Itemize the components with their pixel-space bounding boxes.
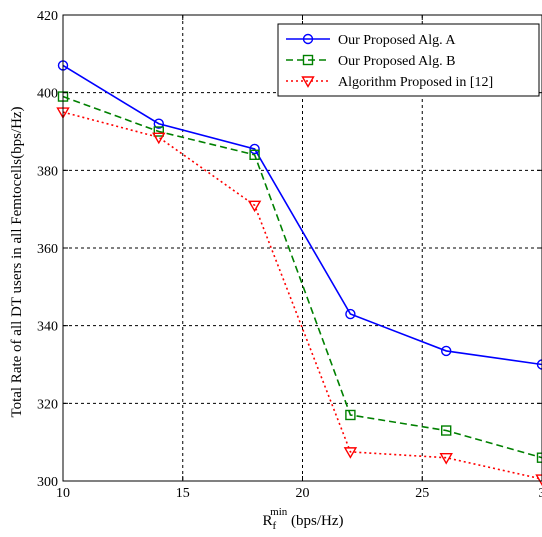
legend-marker (302, 33, 314, 45)
grid-lines (63, 15, 542, 481)
data-point-marker (345, 409, 356, 421)
y-tick-label: 320 (37, 397, 58, 412)
data-point-marker (153, 118, 165, 129)
y-tick-label: 300 (37, 475, 58, 490)
x-axis-label: Rf min (bps/Hz) (262, 506, 343, 532)
x-axis-label-subscript: f (272, 520, 276, 532)
x-axis-label-superscript: min (270, 506, 288, 518)
data-point-marker (249, 143, 260, 155)
data-point-marker (439, 453, 453, 465)
x-axis-label-main: R (262, 513, 272, 529)
data-point-marker (247, 200, 262, 213)
legend-label: Algorithm Proposed in [12] (338, 75, 493, 90)
series-3 (56, 107, 542, 486)
data-point-marker (536, 452, 542, 463)
y-tick-label: 380 (37, 164, 58, 179)
data-point-marker (536, 359, 542, 370)
legend: Our Proposed Alg. A Our Proposed Alg. B Al… (277, 23, 540, 97)
series-2 (57, 91, 542, 463)
y-tick-label: 420 (37, 9, 58, 24)
x-tick-label: 25 (415, 486, 429, 501)
series-layer (56, 60, 542, 486)
data-point-marker (249, 149, 260, 161)
axis-ticks (62, 14, 542, 482)
series-1 (57, 60, 542, 370)
data-point-marker (441, 425, 452, 436)
x-tick-label: 3 (539, 486, 542, 501)
y-tick-label: 400 (37, 87, 58, 102)
legend-label: Our Proposed Alg. A (338, 33, 456, 48)
y-tick-label: 340 (37, 320, 58, 335)
axis-tick-labels: 10 15 20 25 3 300 320 340 360 380 400 420 (37, 9, 542, 501)
series-line (62, 95, 542, 459)
x-tick-label: 10 (56, 486, 70, 501)
data-point-marker (345, 308, 356, 320)
x-tick-label: 20 (296, 486, 310, 501)
x-tick-label: 15 (176, 486, 190, 501)
x-axis-label-units: (bps/Hz) (287, 513, 343, 529)
y-axis-label: Total Rate of all DT users in all Femtoc… (9, 106, 25, 417)
data-point-marker (535, 474, 542, 486)
data-point-marker (152, 132, 166, 145)
data-point-marker (153, 126, 165, 137)
data-point-marker (441, 345, 452, 357)
legend-marker (301, 76, 315, 88)
data-point-marker (343, 447, 358, 459)
y-tick-label: 360 (37, 242, 58, 257)
series-line (62, 64, 542, 366)
legend-marker (302, 54, 314, 66)
legend-label: Our Proposed Alg. B (338, 54, 455, 69)
